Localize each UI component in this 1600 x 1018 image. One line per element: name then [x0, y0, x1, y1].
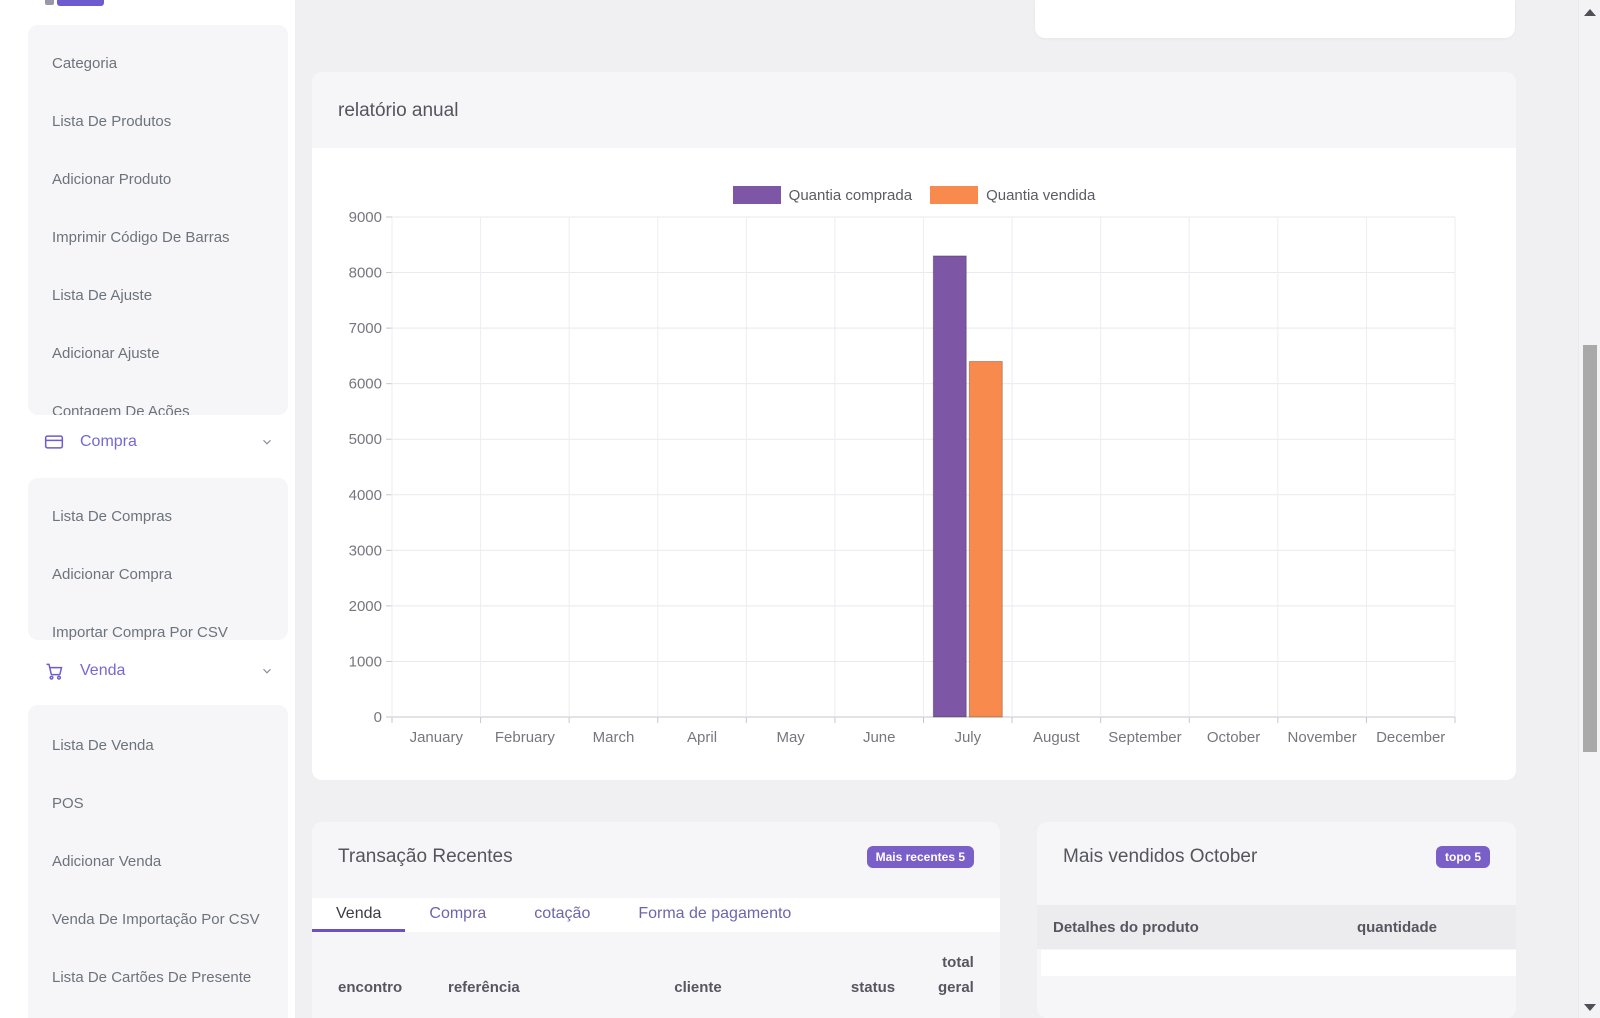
svg-text:8000: 8000	[349, 265, 382, 282]
sidebar-section-compra[interactable]: Compra	[28, 424, 288, 460]
svg-text:3000: 3000	[349, 542, 382, 559]
sidebar-item-lista-de-produtos[interactable]: Lista De Produtos	[52, 113, 172, 130]
svg-text:March: March	[593, 729, 635, 746]
legend-item-vendida[interactable]: Quantia vendida	[930, 186, 1095, 204]
sidebar-item-lista-de-ajuste[interactable]: Lista De Ajuste	[52, 287, 153, 304]
most-recent-badge: Mais recentes 5	[866, 846, 974, 868]
scrollbar-thumb[interactable]	[1583, 345, 1597, 752]
sidebar: Categoria Lista De Produtos Adicionar Pr…	[0, 0, 295, 1018]
chart-legend: Quantia comprada Quantia vendida	[312, 186, 1516, 204]
sidebar-item-imprimir-codigo-de-barras[interactable]: Imprimir Código De Barras	[52, 229, 230, 246]
sidebar-item-importar-compra-por-csv[interactable]: Importar Compra Por CSV	[52, 624, 228, 640]
best-sellers-header: Mais vendidos October topo 5	[1037, 822, 1516, 868]
shopping-cart-icon	[46, 663, 63, 680]
sidebar-item-cutoff[interactable]	[57, 0, 104, 6]
svg-text:February: February	[495, 729, 556, 746]
sidebar-item-categoria[interactable]: Categoria	[52, 55, 118, 72]
sidebar-item-venda-de-importacao-por-csv[interactable]: Venda De Importação Por CSV	[52, 911, 260, 928]
sidebar-compra-submenu: Lista De Compras Adicionar Compra Import…	[28, 478, 288, 640]
svg-text:May: May	[776, 729, 805, 746]
sidebar-item-lista-de-compras[interactable]: Lista De Compras	[52, 508, 173, 525]
sidebar-item-adicionar-produto[interactable]: Adicionar Produto	[52, 171, 172, 188]
sidebar-item-pos[interactable]: POS	[52, 795, 84, 812]
sidebar-item-lista-de-cartoes-de-presente[interactable]: Lista De Cartões De Presente	[52, 969, 252, 986]
annual-report-card: relatório anual Quantia comprada Quantia…	[312, 72, 1516, 780]
chevron-down-icon	[263, 439, 271, 445]
recent-transactions-card: Transação Recentes Mais recentes 5 Venda…	[312, 822, 1000, 1018]
column-header-detalhes-do-produto: Detalhes do produto	[1053, 918, 1199, 936]
sidebar-products-submenu: Categoria Lista De Produtos Adicionar Pr…	[28, 25, 288, 415]
svg-text:June: June	[863, 729, 896, 746]
recent-transactions-title: Transação Recentes	[338, 846, 513, 867]
recent-transactions-header: Transação Recentes Mais recentes 5	[312, 822, 1000, 868]
column-header-cliente: cliente	[674, 979, 722, 996]
svg-text:October: October	[1207, 729, 1260, 746]
annual-report-title: relatório anual	[338, 100, 459, 121]
bar-chart: 0 1000 2000 3000 4000 5000 6000 7000 8000 9000 Jan…	[349, 209, 1456, 746]
sidebar-section-label: Venda	[80, 662, 126, 679]
svg-text:4000: 4000	[349, 487, 382, 504]
legend-item-comprada[interactable]: Quantia comprada	[732, 186, 913, 204]
best-sellers-empty-row	[1041, 950, 1516, 976]
svg-text:August: August	[1033, 729, 1081, 746]
svg-text:2000: 2000	[349, 598, 382, 615]
scroll-down-arrow-icon[interactable]	[1584, 1004, 1596, 1011]
svg-text:0: 0	[374, 709, 382, 726]
legend-swatch-purple	[732, 186, 781, 204]
sidebar-item-contagem-de-acoes[interactable]: Contagem De Ações	[52, 403, 190, 415]
credit-card-icon	[44, 435, 64, 449]
best-sellers-card: Mais vendidos October topo 5 Detalhes do…	[1037, 822, 1516, 1018]
svg-text:January: January	[410, 729, 464, 746]
column-header-referencia: referência	[448, 979, 520, 996]
column-header-status: status	[850, 979, 896, 996]
legend-label: Quantia comprada	[788, 186, 913, 204]
transactions-tabs: Venda Compra cotação Forma de pagamento	[312, 898, 1000, 932]
svg-text:5000: 5000	[349, 431, 382, 448]
svg-text:November: November	[1288, 729, 1357, 746]
annual-report-chart: Quantia comprada Quantia vendida 0 1000 20…	[312, 148, 1516, 780]
vertical-scrollbar[interactable]	[1578, 0, 1600, 1018]
sidebar-item-adicionar-ajuste[interactable]: Adicionar Ajuste	[52, 345, 160, 362]
tab-cotacao[interactable]: cotação	[534, 905, 591, 922]
best-sellers-title: Mais vendidos October	[1063, 846, 1258, 867]
column-header-encontro: encontro	[338, 979, 403, 996]
sidebar-cutoff-icon	[45, 0, 54, 5]
legend-swatch-orange	[930, 186, 979, 204]
sidebar-section-label: Compra	[80, 433, 137, 450]
chevron-down-icon	[263, 668, 271, 674]
svg-text:September: September	[1108, 729, 1181, 746]
sidebar-item-adicionar-compra[interactable]: Adicionar Compra	[52, 566, 173, 583]
topbar-card	[1035, 0, 1515, 38]
sidebar-section-venda[interactable]: Venda	[28, 653, 288, 689]
svg-text:1000: 1000	[349, 653, 382, 670]
column-header-total-geral: total geral	[938, 954, 974, 996]
scroll-up-arrow-icon[interactable]	[1584, 9, 1596, 16]
tab-venda[interactable]: Venda	[312, 898, 406, 932]
svg-text:6000: 6000	[349, 376, 382, 393]
legend-label: Quantia vendida	[986, 186, 1096, 204]
top-5-badge: topo 5	[1436, 846, 1490, 868]
svg-text:July: July	[954, 729, 981, 746]
tab-compra[interactable]: Compra	[429, 905, 487, 922]
svg-text:April: April	[687, 729, 717, 746]
sidebar-venda-submenu: Lista De Venda POS Adicionar Venda Venda…	[28, 705, 288, 1018]
column-header-quantidade: quantidade	[1356, 918, 1437, 936]
svg-text:7000: 7000	[349, 320, 382, 337]
svg-text:9000: 9000	[349, 209, 382, 226]
sidebar-item-adicionar-venda[interactable]: Adicionar Venda	[52, 853, 162, 870]
transactions-table-header: encontro referência cliente status total…	[312, 950, 1000, 1000]
sidebar-item-lista-de-venda[interactable]: Lista De Venda	[52, 737, 154, 754]
best-sellers-table-header: Detalhes do produto quantidade	[1037, 905, 1516, 949]
svg-text:December: December	[1376, 729, 1445, 746]
tab-forma-de-pagamento[interactable]: Forma de pagamento	[638, 905, 792, 922]
